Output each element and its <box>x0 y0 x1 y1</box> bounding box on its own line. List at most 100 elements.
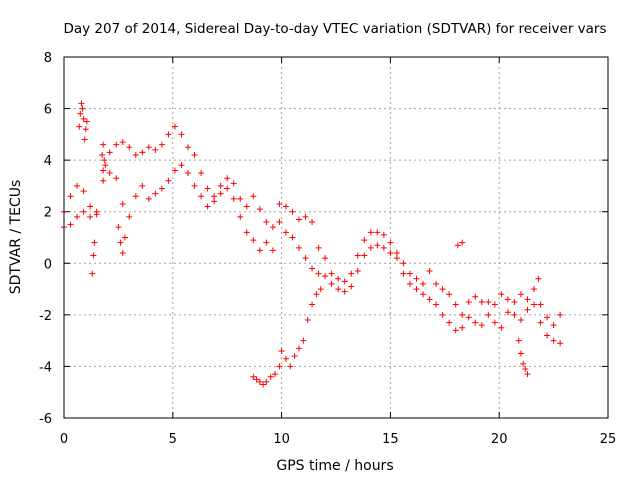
data-point <box>335 286 342 293</box>
data-point <box>400 260 407 267</box>
data-point <box>76 123 83 130</box>
data-point <box>380 231 387 238</box>
data-point <box>348 283 355 290</box>
data-point <box>276 200 283 207</box>
data-point <box>260 381 267 388</box>
data-point <box>256 206 263 213</box>
data-point <box>263 239 270 246</box>
data-point <box>191 182 198 189</box>
data-point <box>224 175 231 182</box>
data-point <box>393 255 400 262</box>
y-tick-label: -6 <box>39 412 52 427</box>
data-point <box>433 301 440 308</box>
data-point <box>276 363 283 370</box>
data-point <box>452 327 459 334</box>
data-point <box>524 296 531 303</box>
data-point <box>491 301 498 308</box>
data-point <box>498 324 505 331</box>
data-point <box>478 298 485 305</box>
data-point <box>439 311 446 318</box>
data-point <box>361 252 368 259</box>
data-point <box>433 280 440 287</box>
data-point <box>67 193 74 200</box>
data-point <box>93 211 100 218</box>
data-point <box>269 247 276 254</box>
y-tick-label: -2 <box>39 309 52 324</box>
data-point <box>230 180 237 187</box>
data-point <box>191 151 198 158</box>
data-point <box>139 182 146 189</box>
data-point <box>465 298 472 305</box>
data-point <box>106 170 113 177</box>
data-point <box>100 141 107 148</box>
data-point <box>524 306 531 313</box>
data-point <box>211 193 218 200</box>
data-point <box>309 219 316 226</box>
data-point <box>282 229 289 236</box>
data-point <box>113 141 120 148</box>
y-tick-label: 0 <box>44 257 52 272</box>
data-point <box>263 378 270 385</box>
data-point <box>374 242 381 249</box>
data-point <box>557 311 564 318</box>
data-point <box>341 278 348 285</box>
data-point <box>459 311 466 318</box>
data-point <box>354 252 361 259</box>
data-point <box>446 319 453 326</box>
data-point <box>302 213 309 220</box>
x-tick-label: 20 <box>491 432 508 447</box>
x-tick-label: 10 <box>273 432 290 447</box>
data-point <box>253 376 260 383</box>
data-point <box>485 298 492 305</box>
data-point <box>302 255 309 262</box>
data-point <box>522 366 529 373</box>
data-point <box>263 219 270 226</box>
grid <box>64 57 608 418</box>
data-point <box>158 141 165 148</box>
series-group <box>61 123 564 329</box>
data-point <box>198 193 205 200</box>
data-point <box>78 100 85 107</box>
data-point <box>74 182 81 189</box>
data-point <box>243 203 250 210</box>
data-point <box>485 311 492 318</box>
data-point <box>426 268 433 275</box>
data-point <box>289 208 296 215</box>
plot-frame <box>63 56 609 419</box>
data-point <box>90 252 97 259</box>
data-point <box>309 265 316 272</box>
data-point <box>465 314 472 321</box>
x-tick-label: 25 <box>600 432 617 447</box>
series-group <box>76 100 128 277</box>
data-point <box>515 337 522 344</box>
data-point <box>296 244 303 251</box>
data-point <box>100 167 107 174</box>
data-point <box>121 234 128 241</box>
data-point <box>328 280 335 287</box>
data-point <box>517 317 524 324</box>
data-point <box>117 239 124 246</box>
y-tick-label: 4 <box>44 154 52 169</box>
data-point <box>511 311 518 318</box>
data-point <box>267 373 274 380</box>
data-point <box>304 317 311 324</box>
data-point <box>439 286 446 293</box>
data-point <box>217 190 224 197</box>
data-point <box>80 188 87 195</box>
data-point <box>550 322 557 329</box>
data-point <box>256 378 263 385</box>
data-point <box>115 224 122 231</box>
data-point <box>224 185 231 192</box>
series-group <box>454 239 542 282</box>
data-point <box>99 151 106 158</box>
data-point <box>361 237 368 244</box>
x-tick-label: 5 <box>169 432 177 447</box>
data-point <box>322 255 329 262</box>
data-point <box>80 115 87 122</box>
data-point <box>535 275 542 282</box>
data-point <box>282 203 289 210</box>
data-point <box>230 195 237 202</box>
data-point <box>354 268 361 275</box>
data-point <box>101 157 108 164</box>
data-point <box>211 198 218 205</box>
